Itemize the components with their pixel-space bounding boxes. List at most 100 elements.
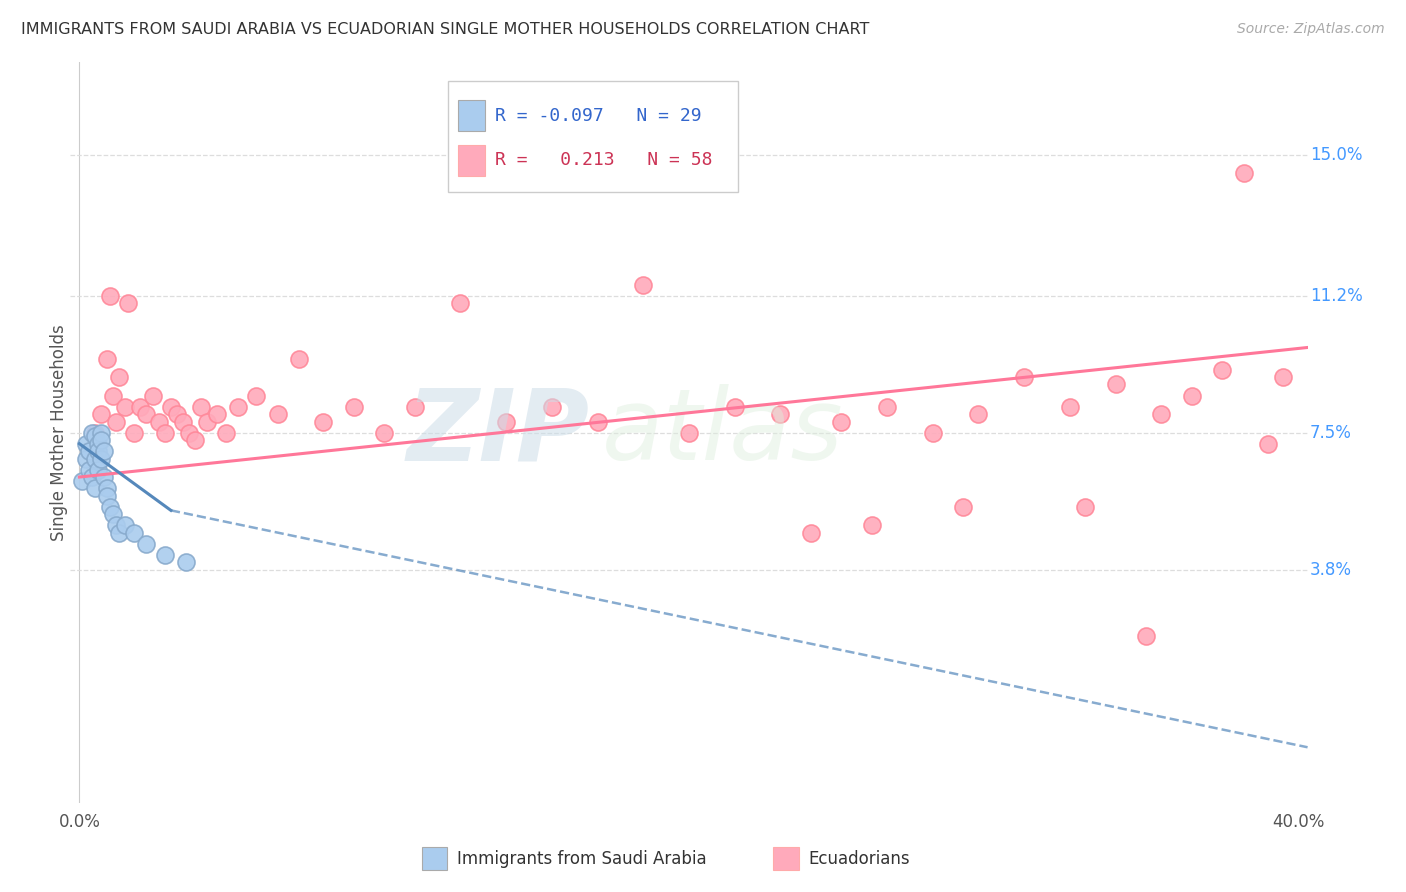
Point: [153, 425, 176, 440]
Point: [245, 388, 267, 402]
Point: [83, 429, 105, 443]
Text: ZIP: ZIP: [406, 384, 591, 481]
Point: [90, 433, 112, 447]
Point: [166, 407, 188, 421]
Point: [215, 425, 238, 440]
Point: [80, 470, 103, 484]
Point: [135, 407, 157, 421]
Point: [96, 489, 118, 503]
Point: [90, 451, 112, 466]
Point: [114, 518, 136, 533]
FancyBboxPatch shape: [447, 81, 738, 192]
Y-axis label: Single Mother Households: Single Mother Households: [51, 325, 67, 541]
Point: [449, 296, 471, 310]
Point: [98, 500, 121, 514]
Point: [921, 425, 943, 440]
Point: [724, 400, 747, 414]
Point: [205, 407, 228, 421]
Point: [83, 451, 105, 466]
Point: [129, 400, 152, 414]
Point: [124, 425, 146, 440]
Point: [90, 425, 112, 440]
Point: [114, 400, 136, 414]
Point: [343, 400, 366, 414]
Point: [631, 277, 654, 292]
Point: [876, 400, 898, 414]
Point: [75, 436, 97, 450]
Point: [117, 296, 139, 310]
Point: [830, 415, 852, 429]
Point: [174, 555, 197, 569]
Point: [96, 351, 118, 366]
Text: 3.8%: 3.8%: [1310, 560, 1353, 579]
Point: [1135, 629, 1157, 643]
Point: [80, 425, 103, 440]
Point: [98, 288, 121, 302]
Point: [160, 400, 183, 414]
Point: [1074, 500, 1097, 514]
Text: Immigrants from Saudi Arabia: Immigrants from Saudi Arabia: [457, 850, 707, 868]
Point: [101, 507, 124, 521]
Point: [101, 388, 124, 402]
Point: [1012, 370, 1035, 384]
Point: [93, 444, 115, 458]
Text: 7.5%: 7.5%: [1310, 424, 1353, 442]
Point: [495, 415, 517, 429]
Point: [860, 518, 883, 533]
Point: [800, 525, 823, 540]
Point: [77, 444, 100, 458]
Point: [108, 370, 131, 384]
Point: [87, 462, 110, 476]
Point: [93, 470, 115, 484]
Point: [108, 525, 131, 540]
Point: [172, 415, 194, 429]
Point: [77, 462, 100, 476]
Point: [1181, 388, 1204, 402]
Point: [87, 436, 110, 450]
Point: [226, 400, 249, 414]
Point: [312, 415, 335, 429]
Point: [1150, 407, 1173, 421]
Text: Source: ZipAtlas.com: Source: ZipAtlas.com: [1237, 22, 1385, 37]
Point: [135, 536, 157, 550]
Text: 11.2%: 11.2%: [1310, 286, 1362, 305]
Point: [586, 415, 609, 429]
Text: R = -0.097   N = 29: R = -0.097 N = 29: [495, 107, 702, 125]
Point: [179, 425, 201, 440]
Point: [197, 415, 219, 429]
Point: [72, 474, 94, 488]
Text: R =   0.213   N = 58: R = 0.213 N = 58: [495, 151, 713, 169]
Point: [87, 444, 110, 458]
Point: [1257, 436, 1279, 450]
Point: [190, 400, 212, 414]
Point: [105, 518, 128, 533]
Point: [184, 433, 207, 447]
Point: [83, 425, 105, 440]
Point: [1059, 400, 1081, 414]
Point: [373, 425, 395, 440]
Point: [124, 525, 146, 540]
Bar: [457, 145, 485, 176]
Point: [678, 425, 700, 440]
Point: [142, 388, 165, 402]
Point: [148, 415, 170, 429]
Point: [90, 407, 112, 421]
Point: [1211, 362, 1233, 376]
Point: [1104, 377, 1126, 392]
Point: [952, 500, 974, 514]
Point: [105, 415, 128, 429]
Point: [967, 407, 990, 421]
Point: [153, 548, 176, 562]
Point: [540, 400, 562, 414]
Text: IMMIGRANTS FROM SAUDI ARABIA VS ECUADORIAN SINGLE MOTHER HOUSEHOLDS CORRELATION : IMMIGRANTS FROM SAUDI ARABIA VS ECUADORI…: [21, 22, 869, 37]
Point: [75, 451, 97, 466]
Point: [404, 400, 426, 414]
Point: [769, 407, 792, 421]
Bar: [457, 100, 485, 131]
Text: atlas: atlas: [602, 384, 844, 481]
Point: [266, 407, 288, 421]
Point: [96, 481, 118, 495]
Point: [1232, 166, 1254, 180]
Point: [1272, 370, 1295, 384]
Point: [83, 481, 105, 495]
